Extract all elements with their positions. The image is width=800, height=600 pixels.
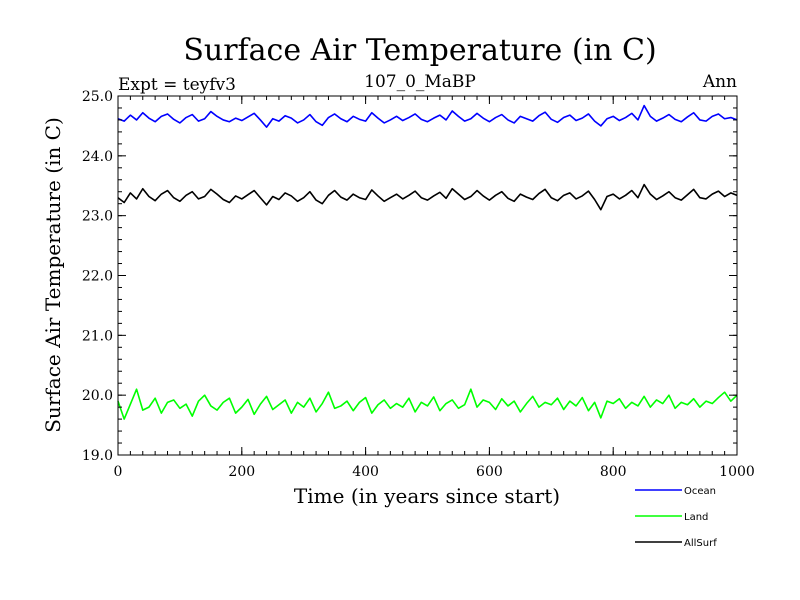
y-axis-label: Surface Air Temperature (in C) <box>41 117 65 433</box>
expt-label: Expt = teyfv3 <box>118 75 236 95</box>
legend-label-allsurf: AllSurf <box>684 538 717 549</box>
y-tick-label: 21.0 <box>82 328 113 344</box>
legend: Ocean Land AllSurf <box>635 486 717 549</box>
series-layer <box>117 104 738 420</box>
x-tick-label: 0 <box>114 464 123 480</box>
y-tick-label: 19.0 <box>82 448 113 464</box>
chart-title: Surface Air Temperature (in C) <box>183 33 656 68</box>
legend-label-land: Land <box>684 512 708 523</box>
x-tick-label: 400 <box>352 464 379 480</box>
period-label: Ann <box>702 72 737 92</box>
x-tick-label: 200 <box>228 464 255 480</box>
x-axis-label: Time (in years since start) <box>294 484 560 508</box>
y-tick-label: 25.0 <box>82 89 113 105</box>
series-line-ocean <box>117 104 738 128</box>
chart-subtitle: 107_0_MaBP <box>364 72 476 92</box>
plot-area <box>118 96 737 455</box>
y-tick-label: 22.0 <box>82 269 113 285</box>
y-tick-label: 23.0 <box>82 209 113 225</box>
series-line-land <box>117 388 738 420</box>
x-tick-label: 800 <box>600 464 627 480</box>
plot-background <box>118 96 737 455</box>
y-tick-label: 24.0 <box>82 149 113 165</box>
x-tick-label: 1000 <box>719 464 755 480</box>
axes-layer: 19.0 20.0 21.0 22.0 23.0 24.0 25.0 0 200 400 600 80… <box>82 89 755 480</box>
series-line-allsurf <box>117 183 738 211</box>
x-tick-label: 600 <box>476 464 503 480</box>
legend-label-ocean: Ocean <box>684 486 716 497</box>
y-tick-label: 20.0 <box>82 388 113 404</box>
